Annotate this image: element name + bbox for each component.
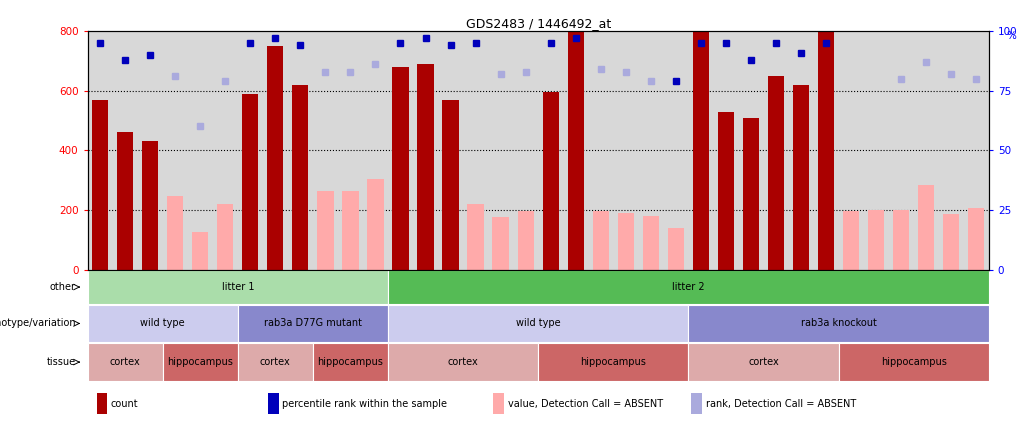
Bar — [268, 393, 278, 414]
Text: wild type: wild type — [516, 318, 560, 329]
Bar — [417, 64, 434, 270]
Bar — [688, 343, 838, 381]
Bar — [88, 343, 163, 381]
Bar — [493, 393, 504, 414]
Bar — [238, 343, 313, 381]
Bar — [818, 31, 834, 270]
Text: rab3a knockout: rab3a knockout — [800, 318, 877, 329]
Bar — [538, 343, 688, 381]
Bar — [217, 204, 234, 270]
Text: rab3a D77G mutant: rab3a D77G mutant — [264, 318, 362, 329]
Bar — [317, 190, 334, 270]
Bar — [368, 178, 383, 270]
Bar — [392, 67, 409, 270]
Bar — [838, 343, 989, 381]
Bar — [388, 305, 688, 342]
Bar — [92, 99, 108, 270]
Bar — [117, 132, 133, 270]
Text: hippocampus: hippocampus — [167, 357, 233, 367]
Bar — [943, 214, 959, 270]
Bar — [718, 111, 734, 270]
Text: litter 2: litter 2 — [672, 282, 705, 292]
Text: wild type: wild type — [140, 318, 185, 329]
Bar — [667, 228, 684, 270]
Bar — [517, 211, 534, 270]
Text: rank, Detection Call = ABSENT: rank, Detection Call = ABSENT — [706, 399, 856, 409]
Text: value, Detection Call = ABSENT: value, Detection Call = ABSENT — [508, 399, 662, 409]
Text: tissue: tissue — [46, 357, 76, 367]
Bar — [693, 31, 709, 270]
Bar — [97, 393, 107, 414]
Bar — [691, 393, 702, 414]
Bar — [388, 270, 989, 304]
Text: hippocampus: hippocampus — [881, 357, 947, 367]
Bar — [142, 141, 159, 270]
Text: count: count — [111, 399, 139, 409]
Bar — [313, 343, 388, 381]
Bar — [267, 46, 283, 270]
Bar — [918, 185, 934, 270]
Bar — [643, 216, 659, 270]
Bar — [543, 92, 559, 270]
Bar — [342, 190, 358, 270]
Bar — [163, 343, 238, 381]
Bar — [88, 270, 388, 304]
Bar — [688, 305, 989, 342]
Bar — [293, 85, 308, 270]
Bar — [568, 31, 584, 270]
Bar — [443, 99, 458, 270]
Text: cortex: cortex — [260, 357, 290, 367]
Text: hippocampus: hippocampus — [317, 357, 383, 367]
Bar — [192, 232, 208, 270]
Bar — [242, 94, 259, 270]
Bar — [388, 343, 538, 381]
Bar — [893, 210, 909, 270]
Title: GDS2483 / 1446492_at: GDS2483 / 1446492_at — [466, 17, 611, 30]
Bar — [238, 305, 388, 342]
Bar — [768, 76, 784, 270]
Bar — [468, 204, 484, 270]
Text: %: % — [1007, 31, 1017, 41]
Text: cortex: cortex — [448, 357, 479, 367]
Bar — [167, 197, 183, 270]
Text: litter 1: litter 1 — [221, 282, 254, 292]
Text: genotype/variation: genotype/variation — [0, 318, 76, 329]
Bar — [492, 218, 509, 270]
Text: hippocampus: hippocampus — [580, 357, 646, 367]
Bar — [88, 305, 238, 342]
Bar — [968, 208, 985, 270]
Bar — [618, 213, 633, 270]
Bar — [793, 85, 810, 270]
Bar — [843, 211, 859, 270]
Text: cortex: cortex — [748, 357, 779, 367]
Bar — [743, 118, 759, 270]
Bar — [592, 211, 609, 270]
Text: percentile rank within the sample: percentile rank within the sample — [282, 399, 447, 409]
Bar — [868, 210, 885, 270]
Text: other: other — [49, 282, 76, 292]
Text: cortex: cortex — [110, 357, 140, 367]
